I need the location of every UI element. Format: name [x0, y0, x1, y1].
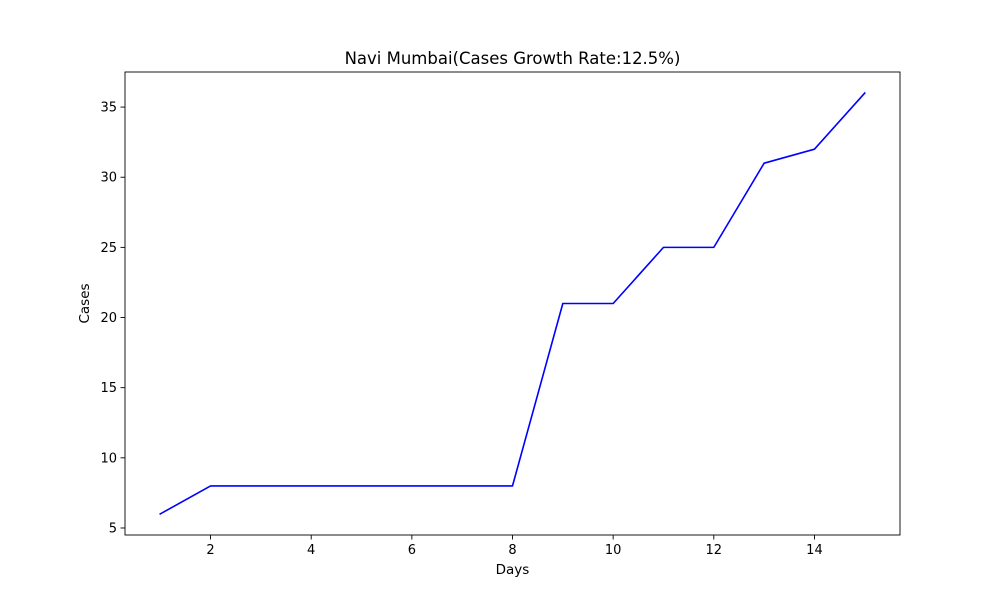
series-line-1 — [159, 91, 866, 516]
y-tick-label: 30 — [100, 171, 117, 186]
x-tick-label: 8 — [508, 543, 516, 558]
x-tick-label: 14 — [806, 543, 823, 558]
y-axis-label: Cases — [77, 283, 93, 323]
y-tick-label: 15 — [100, 381, 117, 396]
x-tick-label: 4 — [307, 543, 315, 558]
y-tick-label: 10 — [100, 451, 117, 466]
plot-frame — [124, 71, 901, 536]
x-axis-ticks: 2 4 6 8 10 12 14 — [206, 535, 823, 558]
y-axis-ticks: 5 10 15 20 25 30 35 — [100, 101, 125, 536]
chart-title: Navi Mumbai(Cases Growth Rate:12.5%) — [345, 49, 681, 68]
y-tick-label: 20 — [100, 311, 117, 326]
y-tick-label: 5 — [109, 521, 117, 536]
x-tick-label: 10 — [605, 543, 622, 558]
series-layer — [159, 91, 866, 516]
x-tick-label: 12 — [706, 543, 723, 558]
x-axis-label: Days — [496, 562, 530, 578]
x-tick-label: 2 — [206, 543, 214, 558]
y-tick-label: 25 — [100, 241, 117, 256]
x-tick-label: 6 — [408, 543, 416, 558]
y-tick-label: 35 — [100, 101, 117, 116]
